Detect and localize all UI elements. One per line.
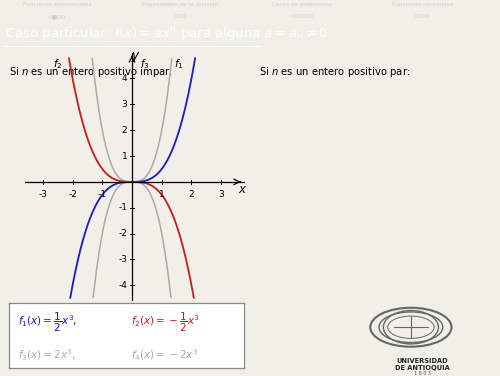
Text: Propiedades de la división: Propiedades de la división <box>142 2 218 7</box>
Text: $y$: $y$ <box>131 50 140 64</box>
Text: $x$: $x$ <box>238 183 248 196</box>
Text: -1: -1 <box>118 203 128 212</box>
Text: -4: -4 <box>118 281 128 290</box>
Text: UNIVERSIDAD: UNIVERSIDAD <box>396 358 448 364</box>
Text: $f_3(x) = 2x^3,$: $f_3(x) = 2x^3,$ <box>18 348 76 363</box>
Text: 1 8 0 3: 1 8 0 3 <box>414 371 431 376</box>
Text: Ceros de polinomios: Ceros de polinomios <box>272 2 332 7</box>
Text: Caso particular: $f(x) = ax^n$ para alguna $a = a_n \neq 0$.: Caso particular: $f(x) = ax^n$ para algu… <box>5 25 332 42</box>
Text: 0●00: 0●00 <box>49 14 66 19</box>
Text: Funciones racionales: Funciones racionales <box>392 2 453 7</box>
Text: Funciones polinomiales: Funciones polinomiales <box>23 2 92 7</box>
Text: Si $n$ es un entero positivo impar:: Si $n$ es un entero positivo impar: <box>9 65 173 79</box>
Text: 1: 1 <box>122 152 128 161</box>
Text: 000000: 000000 <box>291 14 314 19</box>
Text: $f_1$: $f_1$ <box>174 58 184 71</box>
Text: $f_4(x) = -2x^3$: $f_4(x) = -2x^3$ <box>131 348 199 363</box>
Text: DE ANTIOQUIA: DE ANTIOQUIA <box>395 365 450 371</box>
Text: 2: 2 <box>122 126 128 135</box>
Text: 1: 1 <box>159 190 164 199</box>
Text: $f_1(x) = \dfrac{1}{2}x^3,$: $f_1(x) = \dfrac{1}{2}x^3,$ <box>18 311 78 334</box>
Text: $f_2(x) = -\dfrac{1}{2}x^3$: $f_2(x) = -\dfrac{1}{2}x^3$ <box>131 311 200 334</box>
Text: 000: 000 <box>174 14 186 19</box>
Text: 3: 3 <box>122 100 128 109</box>
Text: 2: 2 <box>188 190 194 199</box>
Text: -2: -2 <box>68 190 77 199</box>
Text: 3: 3 <box>218 190 224 199</box>
Text: 4: 4 <box>122 74 128 83</box>
Text: -2: -2 <box>118 229 128 238</box>
Text: $f_3$: $f_3$ <box>140 58 149 71</box>
Text: $f_2$: $f_2$ <box>53 58 62 71</box>
Text: Si $n$ es un entero positivo par:: Si $n$ es un entero positivo par: <box>259 65 410 79</box>
Text: -3: -3 <box>38 190 48 199</box>
Text: -1: -1 <box>98 190 107 199</box>
Text: -3: -3 <box>118 255 128 264</box>
Text: 0000: 0000 <box>415 14 430 19</box>
